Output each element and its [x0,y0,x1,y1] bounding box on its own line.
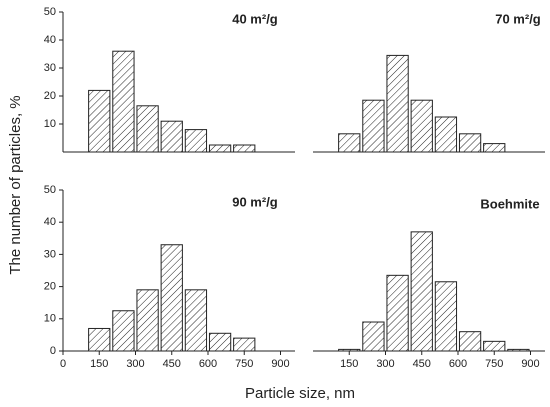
x-tick-label: 900 [521,358,539,370]
bar [434,116,458,153]
y-tick-label: 40 [44,34,56,46]
bar [338,133,361,153]
x-tick-label: 0 [60,358,66,370]
panel-title: 70 m²/g [495,11,541,26]
bar [458,331,482,352]
bar [507,348,530,352]
bar [458,133,482,153]
bar [483,143,506,153]
panel-title: 90 m²/g [232,194,278,209]
bar [386,54,409,153]
y-tick-label: 20 [44,281,56,293]
bar [160,244,183,352]
bar [233,337,256,352]
bar [160,120,183,153]
y-tick-label: 50 [44,6,56,18]
bar [434,281,458,352]
y-tick-label: 30 [44,248,56,260]
bar [112,50,135,153]
bar [88,89,111,153]
y-tick-label: 30 [44,62,56,74]
x-tick-label: 600 [449,358,467,370]
bar [338,348,361,352]
y-tick-label: 10 [44,313,56,325]
bar [362,321,385,352]
y-axis-label: The number of particles, % [7,95,24,274]
x-tick-label: 150 [340,358,358,370]
y-tick-label: 0 [50,345,56,357]
bar [410,231,433,352]
panel-title: 40 m²/g [232,11,278,26]
bar [483,340,506,352]
x-tick-label: 300 [126,358,144,370]
bar [112,310,135,352]
bar [362,99,385,153]
y-tick-label: 50 [44,184,56,196]
bar [410,99,433,153]
x-tick-label: 300 [376,358,394,370]
bar [88,327,111,352]
x-tick-label: 600 [199,358,217,370]
x-tick-label: 900 [271,358,289,370]
bar [208,144,232,153]
x-tick-label: 750 [485,358,503,370]
y-tick-label: 10 [44,118,56,130]
bar [184,129,208,153]
bar [208,332,232,352]
x-tick-label: 750 [235,358,253,370]
bar [233,144,256,153]
x-axis-label: Particle size, nm [245,385,355,402]
bar [136,289,159,352]
x-tick-label: 150 [90,358,108,370]
bar [386,274,409,352]
y-tick-label: 40 [44,216,56,228]
x-tick-label: 450 [413,358,431,370]
x-tick-label: 450 [163,358,181,370]
y-tick-label: 20 [44,90,56,102]
bar [136,105,159,153]
panel-title: Boehmite [480,196,539,211]
bar [184,289,208,352]
